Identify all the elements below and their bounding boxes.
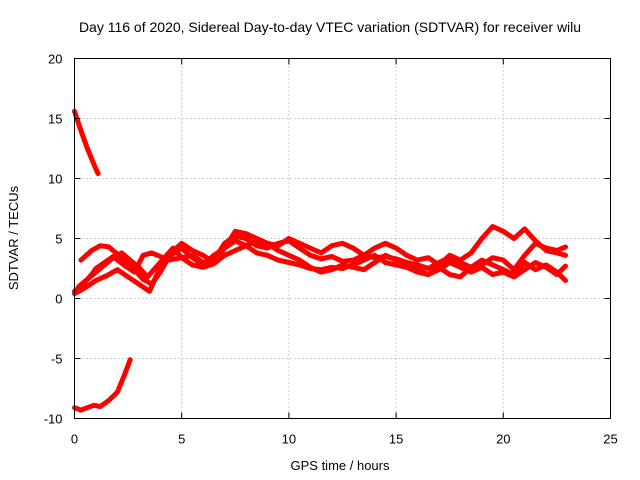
y-tick-label: 10 (48, 172, 62, 187)
x-tick-label: 20 (496, 432, 510, 447)
series-line-s4 (72, 238, 568, 297)
series-line-s1 (72, 108, 101, 177)
series-line-s5 (78, 224, 568, 287)
x-tick-label: 15 (389, 432, 403, 447)
y-tick-label: -10 (44, 412, 63, 427)
y-tick-label: -5 (51, 352, 63, 367)
y-tick-label: 20 (48, 52, 62, 67)
x-tick-label: 5 (178, 432, 185, 447)
x-tick-label: 0 (71, 432, 78, 447)
series-line-s6 (76, 238, 568, 289)
series-layer (72, 108, 568, 413)
x-tick-label: 25 (603, 432, 617, 447)
x-tick-label: 10 (282, 432, 296, 447)
grid (74, 58, 611, 419)
y-axis-label: SDTVAR / TECUs (6, 185, 21, 290)
ticks: 0 5 10 15 20 25 -10 -5 0 5 10 15 20 (44, 52, 618, 447)
chart-title: Day 116 of 2020, Sidereal Day-to-day VTE… (79, 19, 581, 35)
y-tick-label: 0 (55, 292, 62, 307)
y-tick-label: 15 (48, 112, 62, 127)
series-line-s2 (72, 357, 133, 413)
x-axis-label: GPS time / hours (291, 458, 390, 473)
y-tick-label: 5 (55, 232, 62, 247)
